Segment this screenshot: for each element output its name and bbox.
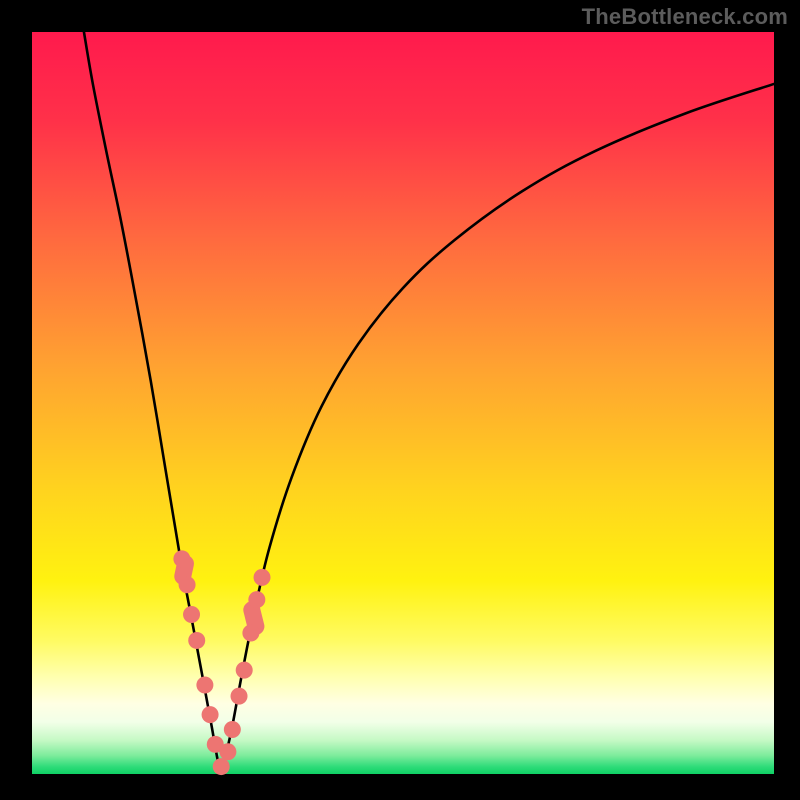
marker-dot [213,758,230,775]
marker-dot [179,576,196,593]
plot-area [32,32,774,774]
marker-dot [236,662,253,679]
marker-dot [173,550,190,567]
watermark-text: TheBottleneck.com [582,4,788,30]
marker-dot [242,625,259,642]
curve-left-branch [84,32,221,774]
marker-dot [202,706,219,723]
marker-dot [231,688,248,705]
marker-dot [254,569,271,586]
marker-dot [248,591,265,608]
marker-dot [196,676,213,693]
marker-dot [224,721,241,738]
marker-dot [219,743,236,760]
chart-frame: TheBottleneck.com [0,0,800,800]
marker-dot [183,606,200,623]
curve-layer [32,32,774,774]
curve-right-branch [221,84,774,774]
marker-dot [188,632,205,649]
